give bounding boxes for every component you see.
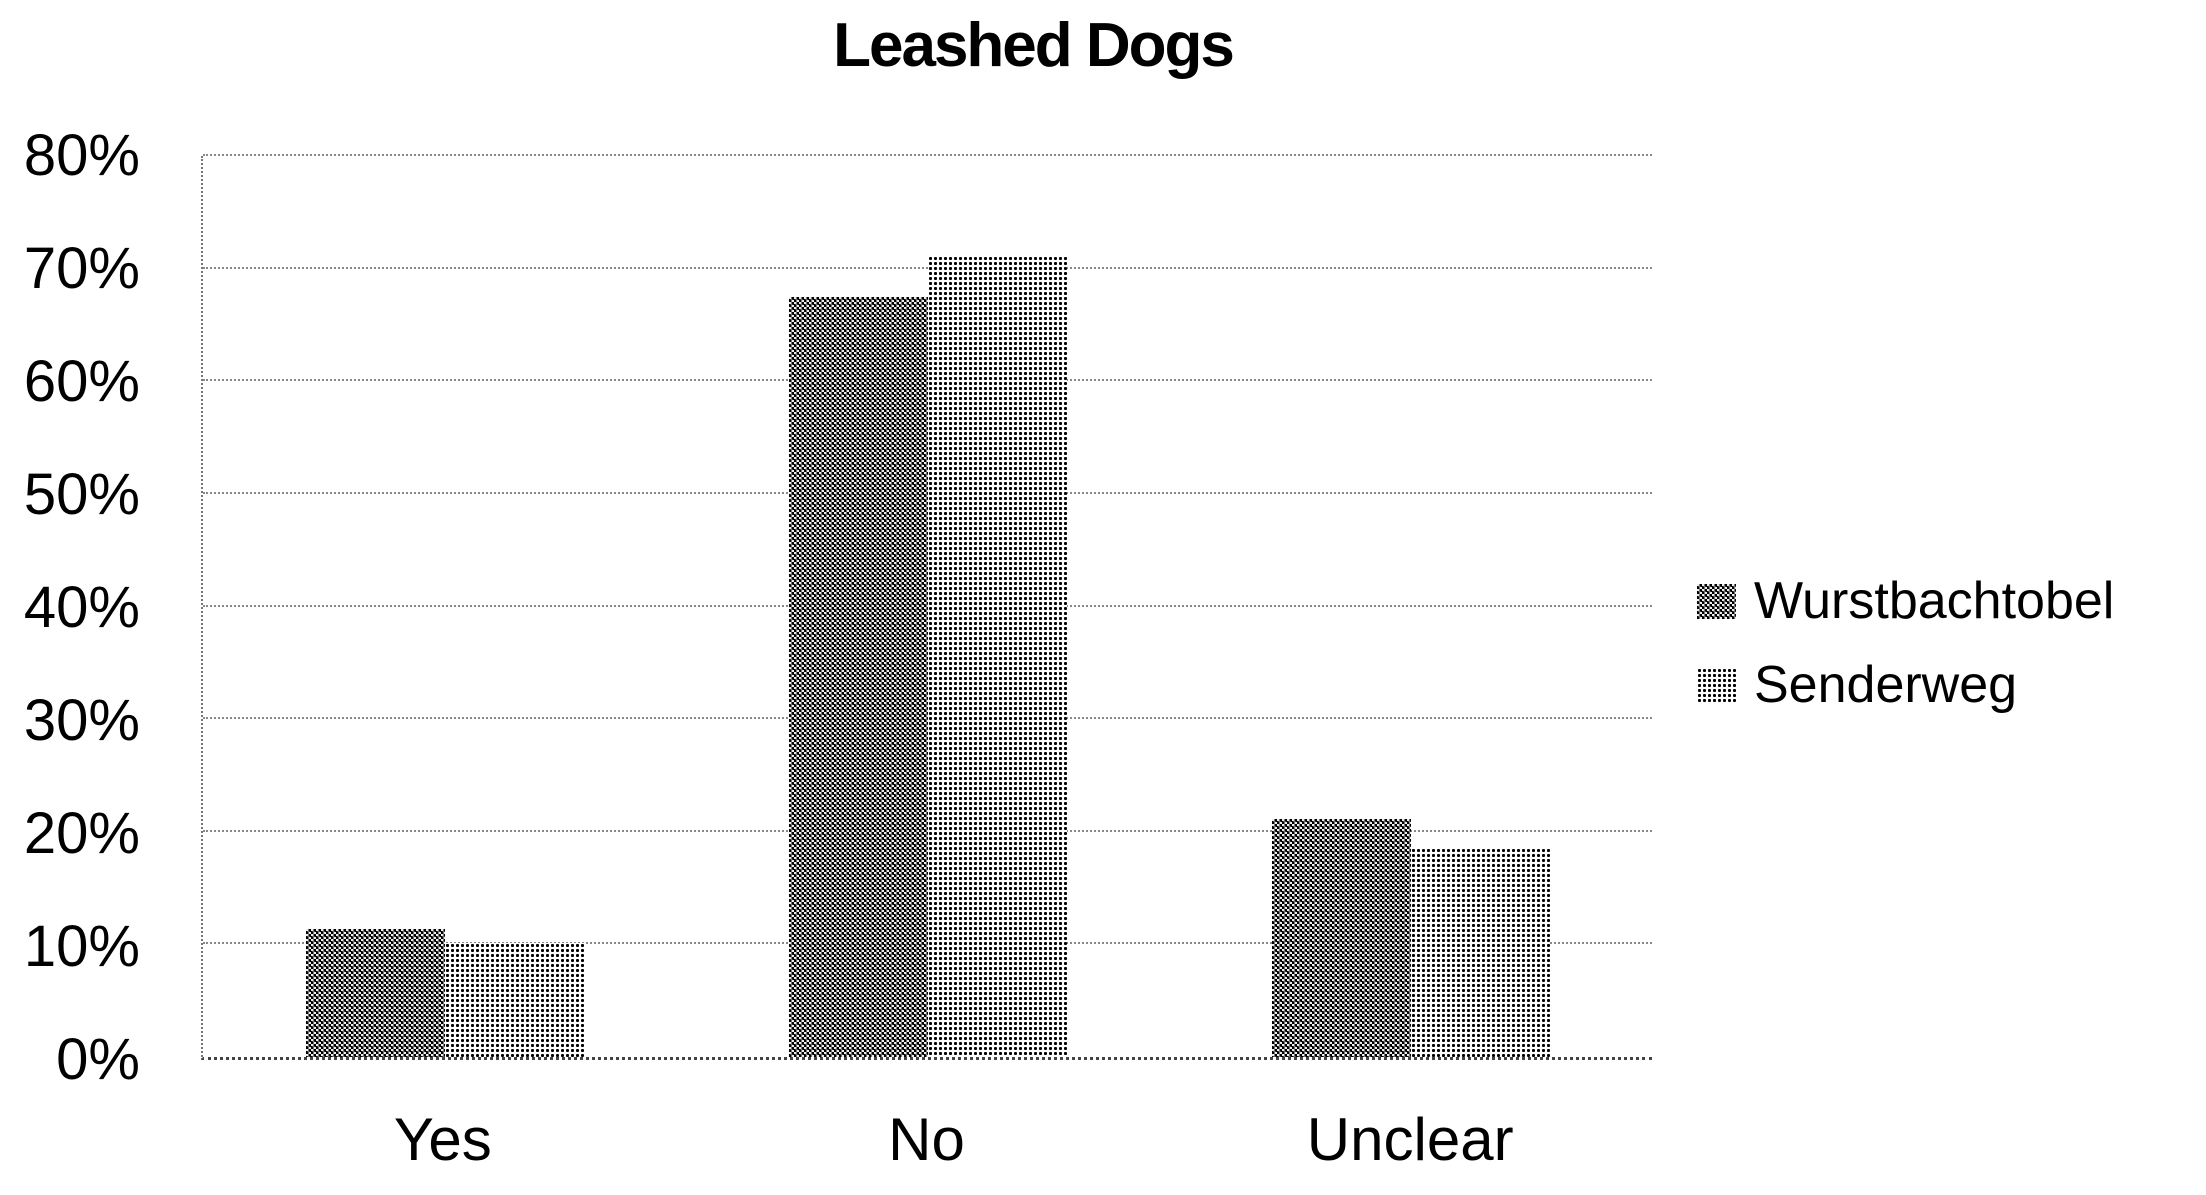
bar-group-unclear: [1169, 156, 1652, 1057]
y-tick-label-50: 50%: [23, 462, 140, 527]
bar-wurstbachtobel-unclear: [1271, 819, 1411, 1057]
y-tick-label-40: 40%: [23, 575, 140, 640]
y-tick-label-0: 0%: [56, 1027, 140, 1092]
chart-title: Leashed Dogs: [833, 11, 1235, 80]
bar-senderweg-unclear: [1410, 847, 1550, 1057]
bar-senderweg-yes: [444, 943, 584, 1057]
y-axis-tick-labels: 0% 10% 20% 30% 40% 50% 60% 70% 80%: [0, 0, 150, 1195]
y-tick-label-20: 20%: [23, 801, 140, 866]
legend: Wurstbachtobel Senderweg: [1697, 572, 2114, 740]
gridline-80: [203, 154, 1652, 156]
y-tick-label-80: 80%: [23, 123, 140, 188]
legend-item-wurstbachtobel: Wurstbachtobel: [1697, 572, 2114, 630]
y-tick-label-70: 70%: [23, 236, 140, 301]
legend-swatch-wurstbachtobel: [1697, 583, 1736, 619]
y-tick-label-10: 10%: [23, 914, 140, 979]
bar-groups: [203, 156, 1652, 1057]
bar-group-no: [686, 156, 1169, 1057]
bar-wurstbachtobel-no: [788, 296, 928, 1057]
x-category-label-unclear: Unclear: [1306, 1106, 1514, 1173]
x-category-label-no: No: [888, 1106, 965, 1173]
bar-senderweg-no: [927, 256, 1067, 1057]
y-tick-label-30: 30%: [23, 688, 140, 753]
y-tick-label-60: 60%: [23, 349, 140, 414]
legend-label-senderweg: Senderweg: [1754, 656, 2018, 714]
x-axis-category-labels: Yes No Unclear: [201, 1110, 1652, 1170]
bar-group-yes: [203, 156, 686, 1057]
plot-area: [201, 154, 1652, 1060]
bar-wurstbachtobel-yes: [305, 928, 445, 1057]
x-category-label-yes: Yes: [393, 1106, 492, 1173]
legend-item-senderweg: Senderweg: [1697, 656, 2114, 714]
legend-swatch-senderweg: [1697, 667, 1736, 703]
legend-label-wurstbachtobel: Wurstbachtobel: [1754, 572, 2115, 630]
